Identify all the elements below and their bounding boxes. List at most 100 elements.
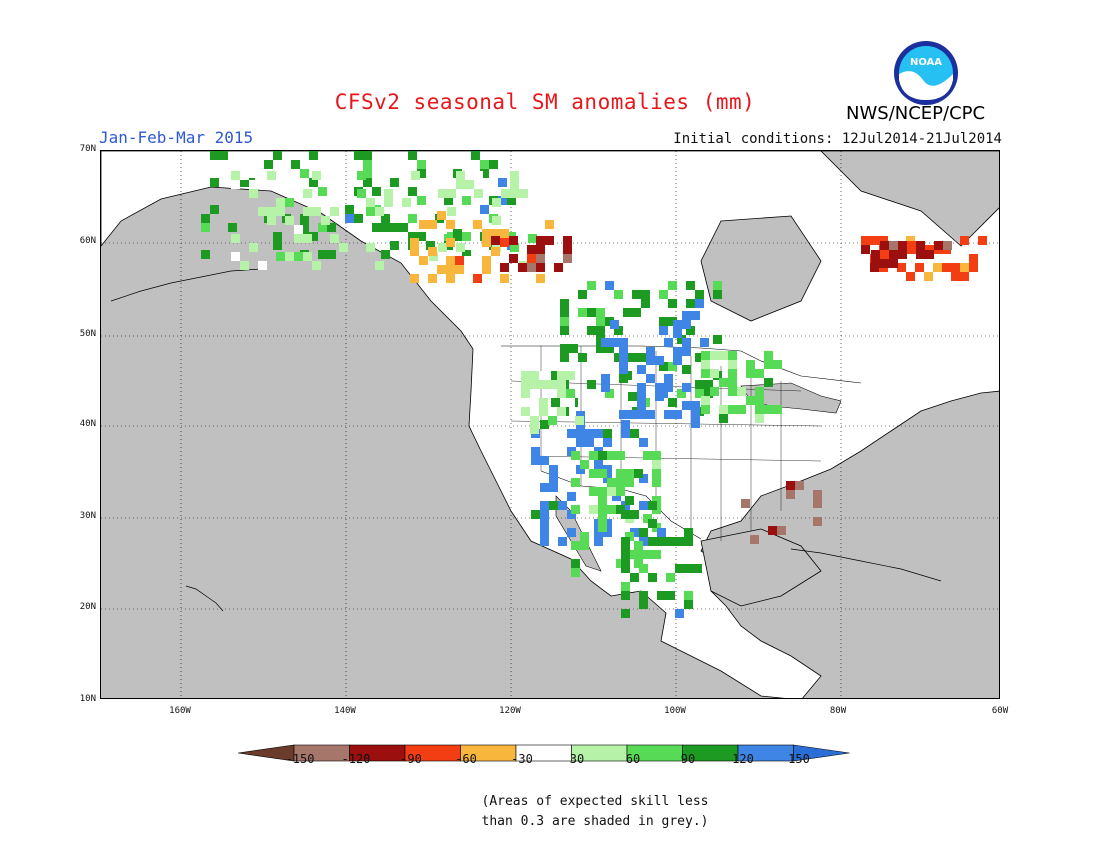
anomaly-cell — [536, 274, 545, 283]
anomaly-cell — [648, 537, 657, 546]
anomaly-cell — [509, 265, 518, 274]
anomaly-cell — [934, 241, 943, 250]
anomaly-cell — [907, 241, 916, 250]
anomaly-cell — [381, 250, 390, 259]
anomaly-cell — [231, 171, 240, 180]
anomaly-cell — [639, 501, 648, 510]
anomaly-cell — [677, 335, 686, 344]
anomaly-cell — [641, 353, 650, 362]
anomaly-cell — [634, 469, 643, 478]
anomaly-cell — [571, 541, 580, 550]
anomaly-cell — [531, 456, 540, 465]
anomaly-cell — [540, 483, 549, 492]
anomaly-cell — [700, 338, 709, 347]
anomaly-cell — [924, 245, 933, 254]
anomaly-cell — [639, 564, 648, 573]
anomaly-cell — [428, 247, 437, 256]
anomaly-cell — [594, 537, 603, 546]
anomaly-cell — [741, 499, 750, 508]
anomaly-cell — [560, 353, 569, 362]
anomaly-cell — [549, 483, 558, 492]
anomaly-cell — [616, 559, 625, 568]
anomaly-cell — [510, 171, 519, 180]
anomaly-cell — [456, 171, 465, 180]
anomaly-cell — [473, 274, 482, 283]
anomaly-cell — [587, 308, 596, 317]
lon-label-80w: 80W — [829, 706, 847, 716]
anomaly-cell — [402, 198, 411, 207]
anomaly-cell — [619, 374, 628, 383]
anomaly-cell — [530, 371, 539, 380]
anomaly-cell — [614, 353, 623, 362]
anomaly-cell — [630, 510, 639, 519]
anomaly-cell — [598, 523, 607, 532]
anomaly-cell — [530, 389, 539, 398]
anomaly-cell — [648, 501, 657, 510]
anomaly-cell — [630, 429, 639, 438]
map-frame — [100, 150, 1000, 699]
anomaly-cell — [474, 261, 483, 270]
anomaly-cell — [889, 250, 898, 259]
anomaly-cell — [601, 374, 610, 383]
anomaly-cell — [249, 243, 258, 252]
anomaly-cell — [942, 263, 951, 272]
anomaly-cell — [652, 496, 661, 505]
hudson-bay — [700, 215, 822, 322]
anomaly-cell — [777, 526, 786, 535]
anomaly-cell — [464, 256, 473, 265]
anomaly-cell — [639, 528, 648, 537]
anomaly-cell — [682, 338, 691, 347]
anomaly-cell — [576, 411, 585, 420]
anomaly-cell — [563, 236, 572, 245]
anomaly-cell — [540, 456, 549, 465]
anomaly-cell — [330, 207, 339, 216]
anomaly-cell — [643, 451, 652, 460]
anomaly-cell — [363, 169, 372, 178]
anomaly-cell — [492, 198, 501, 207]
anomaly-cell — [728, 405, 737, 414]
anomaly-cell — [746, 369, 755, 378]
anomaly-cell — [880, 259, 889, 268]
anomaly-cell — [728, 369, 737, 378]
anomaly-cell — [390, 241, 399, 250]
anomaly-cell — [219, 151, 228, 160]
anomaly-cell — [437, 265, 446, 274]
anomaly-cell — [375, 261, 384, 270]
anomaly-cell — [258, 207, 267, 216]
anomaly-cell — [560, 317, 569, 326]
anomaly-cell — [273, 151, 282, 160]
anomaly-cell — [813, 490, 822, 499]
anomaly-cell — [619, 347, 628, 356]
anomaly-cell — [267, 171, 276, 180]
anomaly-cell — [462, 232, 471, 241]
anomaly-cell — [437, 211, 446, 220]
anomaly-cell — [619, 365, 628, 374]
anomaly-cell — [668, 281, 677, 290]
agency-name: NWS/NCEP/CPC — [846, 103, 986, 124]
anomaly-cell — [567, 528, 576, 537]
anomaly-cell — [978, 236, 987, 245]
anomaly-cell — [652, 451, 661, 460]
anomaly-cell — [666, 537, 675, 546]
anomaly-cell — [303, 252, 312, 261]
anomaly-cell — [652, 550, 661, 559]
legend-label-30: 30 — [569, 752, 585, 766]
anomaly-cell — [540, 510, 549, 519]
anomaly-cell — [309, 178, 318, 187]
anomaly-cell — [482, 229, 491, 238]
anomaly-cell — [664, 338, 673, 347]
anomaly-cell — [536, 263, 545, 272]
anomaly-cell — [482, 238, 491, 247]
anomaly-cell — [632, 308, 641, 317]
anomaly-cell — [201, 250, 210, 259]
anomaly-cell — [507, 196, 516, 205]
anomaly-cell — [560, 299, 569, 308]
legend-label-60: 60 — [625, 752, 641, 766]
anomaly-cell — [616, 505, 625, 514]
anomaly-cell — [657, 528, 666, 537]
anomaly-cell — [634, 550, 643, 559]
anomaly-cell — [273, 232, 282, 241]
anomaly-cell — [273, 241, 282, 250]
anomaly-cell — [580, 460, 589, 469]
anomaly-cell — [426, 241, 435, 250]
